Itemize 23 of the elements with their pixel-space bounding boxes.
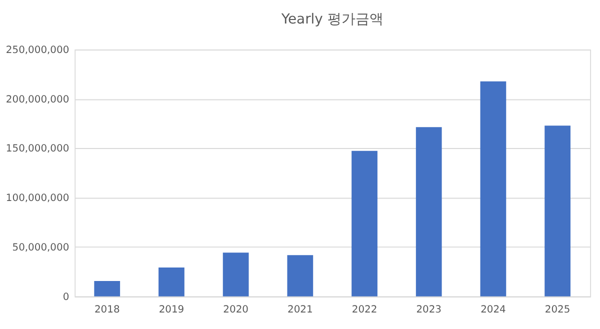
- x-tick-label: 2023: [416, 304, 442, 316]
- x-tick-label: 2019: [158, 304, 184, 316]
- bar: [158, 267, 184, 296]
- y-tick-label: 100,000,000: [6, 193, 70, 204]
- bar: [222, 252, 249, 296]
- y-tick-label: 0: [62, 292, 70, 303]
- y-tick-label: 250,000,000: [6, 45, 70, 56]
- x-tick-label: 2021: [288, 304, 313, 316]
- x-tick-label: 2020: [223, 304, 248, 316]
- bar: [416, 127, 442, 296]
- y-tick-label: 150,000,000: [6, 144, 70, 155]
- bar: [287, 255, 314, 296]
- x-tick-label: 2022: [352, 304, 378, 316]
- y-tick-label: 200,000,000: [6, 94, 70, 106]
- chart-title: Yearly 평가금액: [280, 12, 384, 28]
- bar: [352, 150, 378, 296]
- bar: [544, 126, 570, 296]
- bar: [94, 281, 120, 296]
- x-tick-label: 2024: [480, 304, 506, 316]
- x-tick-label: 2025: [544, 304, 570, 316]
- x-tick-label: 2018: [94, 304, 120, 316]
- y-tick-label: 50,000,000: [12, 242, 70, 254]
- bar: [480, 81, 506, 296]
